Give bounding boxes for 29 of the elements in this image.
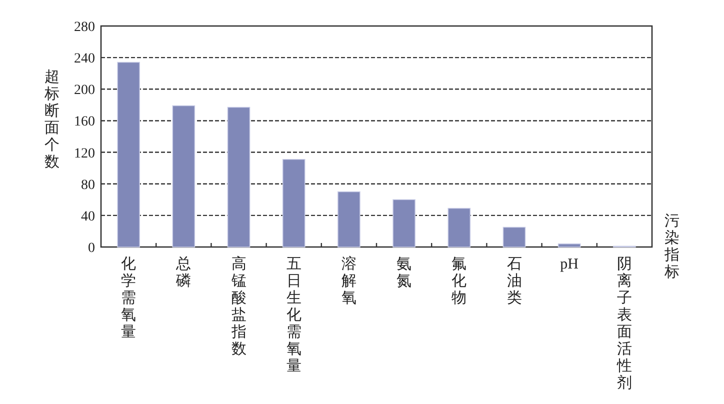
bar: [338, 191, 360, 248]
bar: [502, 226, 526, 248]
y-tick-label: 160: [74, 114, 95, 130]
bar: [227, 106, 250, 248]
x-tick-label: 阴离子表面活性剂: [616, 256, 632, 392]
x-tick-label: pH: [560, 256, 579, 272]
bar: [282, 158, 306, 248]
x-tick-label: 氟化物: [452, 256, 467, 306]
x-tick-label: 氨氮: [396, 256, 412, 290]
x-tick-label: 化学需氧量: [121, 256, 136, 340]
x-tick-label: 总磷: [175, 256, 192, 290]
y-tick-label: 80: [81, 178, 95, 193]
bar: [172, 105, 196, 248]
y-tick-label: 120: [74, 146, 95, 162]
y-tick-label: 40: [81, 209, 95, 224]
bar: [448, 208, 471, 248]
bar: [117, 62, 140, 248]
x-axis-title: 污染指标: [664, 212, 680, 280]
y-tick-label: 200: [74, 83, 95, 98]
bar: [392, 199, 416, 248]
y-axis-title: 超标断面个数: [44, 68, 60, 170]
x-tick-label: 五日生化需氧量: [286, 256, 302, 374]
y-tick-label: 280: [74, 20, 95, 35]
y-tick-label: 240: [74, 52, 95, 67]
y-tick-label: 0: [88, 241, 95, 256]
x-tick-label: 石油类: [506, 256, 522, 306]
bar: [558, 243, 581, 248]
x-tick-label: 溶解氧: [341, 256, 356, 306]
x-tick-label: 高锰酸盐指数: [230, 256, 246, 358]
